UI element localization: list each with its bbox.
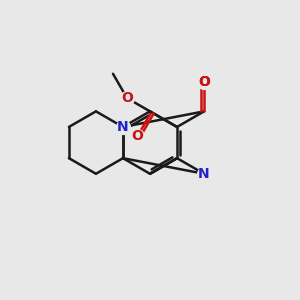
Text: O: O: [198, 75, 210, 89]
Text: N: N: [198, 167, 210, 181]
Text: O: O: [198, 75, 210, 89]
Text: O: O: [121, 91, 133, 105]
Text: N: N: [117, 120, 129, 134]
Text: O: O: [131, 130, 143, 143]
